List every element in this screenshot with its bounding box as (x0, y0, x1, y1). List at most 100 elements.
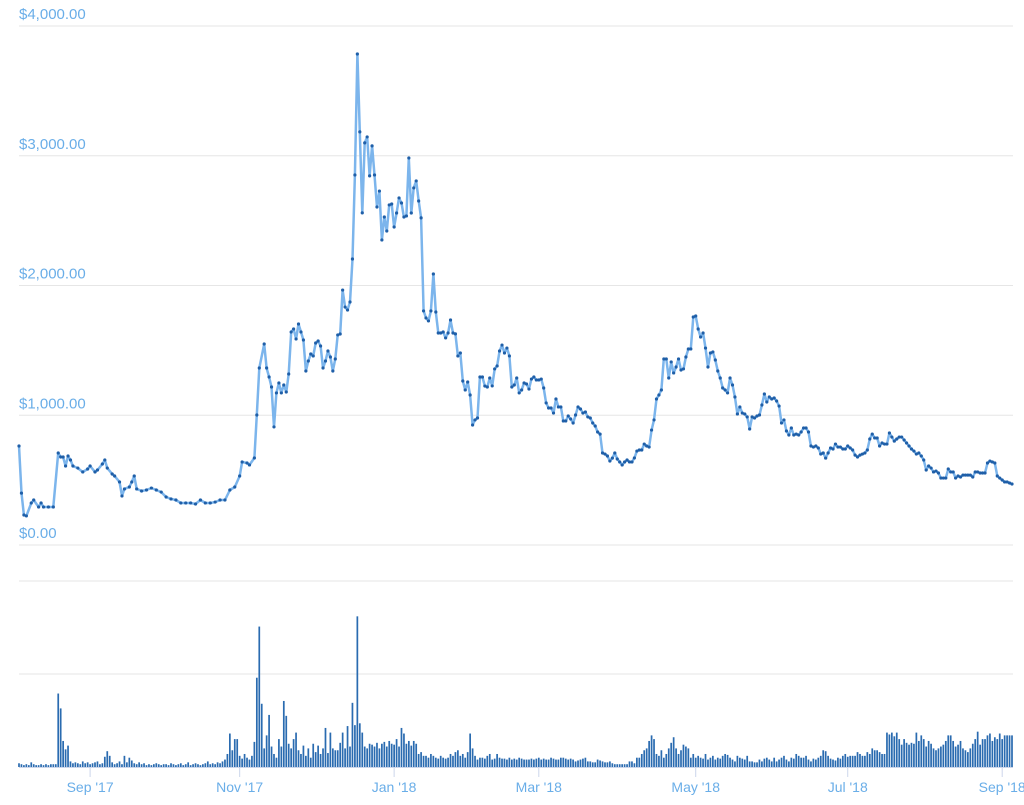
volume-bar (157, 764, 160, 767)
price-point (635, 449, 639, 453)
volume-bar (177, 764, 180, 767)
volume-bar (675, 748, 677, 767)
volume-bar (344, 748, 346, 767)
volume-bar (743, 759, 746, 767)
volume-bar (829, 758, 832, 767)
volume-bar (18, 763, 20, 767)
volume-bar (606, 762, 609, 767)
volume-bar (322, 748, 324, 767)
price-point (789, 426, 793, 430)
volume-bar (123, 755, 126, 767)
volume-bar (255, 677, 258, 767)
volume-bar (665, 753, 668, 767)
price-point (453, 332, 458, 336)
price-point (358, 130, 362, 134)
price-point (63, 464, 68, 468)
volume-bar (618, 764, 621, 767)
price-point (851, 448, 855, 452)
volume-bar (371, 744, 373, 767)
price-point (228, 488, 232, 492)
price-point (735, 412, 739, 416)
volume-bar (930, 743, 932, 767)
volume-bar (900, 744, 903, 767)
volume-bar (226, 753, 229, 767)
volume-bar (682, 744, 685, 767)
price-point (314, 341, 318, 345)
price-point (973, 470, 977, 474)
volume-bar (996, 739, 999, 767)
volume-bar (91, 763, 94, 767)
volume-bar (594, 762, 597, 767)
price-point (502, 351, 507, 355)
volume-bar (623, 764, 626, 767)
price-point (274, 391, 279, 395)
price-point (301, 338, 306, 342)
volume-bar (913, 743, 915, 767)
volume-bar (572, 759, 574, 767)
price-point (591, 421, 595, 425)
volume-bar (248, 759, 251, 767)
volume-bar (312, 743, 315, 767)
price-point (630, 460, 634, 464)
price-point (19, 491, 24, 495)
volume-bar (410, 745, 413, 767)
volume-bar (596, 759, 599, 767)
price-point (245, 461, 249, 465)
price-point (801, 426, 806, 430)
volume-bar (253, 741, 256, 767)
price-point (394, 211, 399, 215)
volume-bar (86, 762, 89, 767)
price-point (289, 330, 293, 334)
y-tick-label: $0.00 (19, 525, 57, 542)
volume-bar (1003, 735, 1006, 767)
y-tick-label: $3,000.00 (19, 136, 86, 153)
price-point (377, 189, 382, 193)
price-point (348, 300, 352, 304)
price-point (946, 467, 950, 471)
y-axis-labels: $0.00 $1,000.00 $2,000.00 $3,000.00 $4,000.0… (19, 6, 86, 542)
price-point (593, 424, 597, 428)
volume-bar (699, 757, 702, 767)
volume-bar (770, 761, 773, 767)
price-point (755, 414, 759, 418)
volume-bar (103, 756, 106, 767)
volume-bar (280, 746, 283, 767)
price-point (679, 368, 683, 372)
volume-bar (692, 753, 695, 767)
price-point (436, 331, 440, 335)
volume-bar (393, 744, 395, 767)
volume-bar (795, 753, 798, 767)
price-point (174, 498, 178, 502)
price-point (265, 366, 269, 370)
price-point (328, 355, 332, 359)
volume-bar (586, 761, 589, 767)
price-point (466, 380, 470, 384)
price-point (71, 464, 75, 468)
volume-bar (194, 763, 197, 767)
price-point (380, 238, 384, 242)
volume-bar (496, 753, 498, 767)
price-point (917, 451, 921, 455)
price-point (554, 397, 558, 401)
volume-bar (297, 750, 300, 767)
volume-bar (704, 753, 707, 767)
volume-bar (405, 743, 408, 767)
volume-bar (376, 742, 378, 767)
volume-bar (96, 761, 99, 767)
volume-bar (50, 764, 52, 767)
volume-bar (557, 759, 560, 767)
volume-bar (993, 737, 996, 767)
price-point (51, 505, 55, 509)
volume-bar (37, 765, 40, 767)
price-point (488, 376, 492, 380)
price-point (113, 474, 117, 478)
volume-bar (873, 750, 876, 767)
price-point (88, 464, 92, 468)
volume-bar (155, 763, 158, 767)
volume-bar (135, 764, 138, 767)
volume-bar (390, 743, 393, 767)
volume-bar (67, 745, 69, 767)
price-markers (17, 52, 1014, 518)
volume-bar (148, 764, 150, 767)
price-point (980, 471, 985, 475)
